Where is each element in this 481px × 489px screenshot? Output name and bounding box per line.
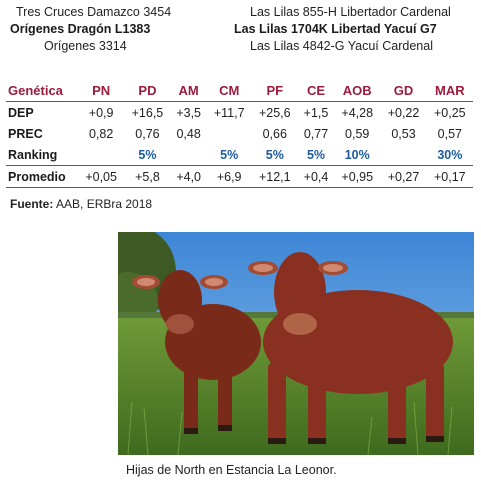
rank-cell: 30% [437,147,463,162]
header-cell: PN [78,80,125,102]
dam-dam: Las Lilas 4842-G Yacuí Cardenal [250,39,433,53]
table-cell: +11,7 [213,105,245,120]
header-cell: Genética [6,80,78,102]
row-label: Promedio [6,165,78,188]
source-note: Fuente: AAB, ERBra 2018 [10,197,152,211]
table-cell: 0,82 [88,126,114,141]
header-cell: CE [297,80,335,102]
table-cell: +4,0 [170,165,207,188]
table-header-row: Genética PN PD AM CM PF CE AOB GD MAR [6,80,473,102]
header-cell: AM [170,80,207,102]
dam: Las Lilas 1704K Libertad Yacuí G7 [234,22,437,36]
pedigree: Tres Cruces Damazco 3454 Las Lilas 855-H… [0,4,481,55]
table-cell: 0,59 [345,126,370,141]
rank-cell: 10% [344,147,370,162]
rank-cell: 5% [306,147,326,162]
table-cell: +0,22 [387,105,420,120]
table-cell: +6,9 [206,165,252,188]
table-cell: 0,53 [391,126,416,141]
table-cell: 0,76 [135,126,160,141]
sire: Orígenes Dragón L1383 [10,22,151,36]
rank-cell: 5% [138,147,157,162]
table-cell: +0,27 [380,165,427,188]
table-cell [207,123,252,144]
pedigree-row: Orígenes Dragón L1383 Las Lilas 1704K Li… [0,21,481,38]
cattle-photo [118,232,474,455]
table-cell: +4,28 [341,105,374,120]
rank-cell [171,144,207,166]
table-cell: +0,4 [297,165,335,188]
row-label: Ranking [8,147,58,162]
pedigree-row: Orígenes 3314 Las Lilas 4842-G Yacuí Car… [0,38,481,55]
genetics-table: Genética PN PD AM CM PF CE AOB GD MAR DE… [6,80,473,188]
table-cell: +25,6 [258,105,291,120]
table-cell: +1,5 [303,105,329,120]
table-cell: +5,8 [124,165,171,188]
table-row: DEP +0,9 +16,5 +3,5 +11,7 +25,6 +1,5 +4,… [6,102,473,124]
pedigree-row: Tres Cruces Damazco 3454 Las Lilas 855-H… [0,4,481,21]
table-cell: +3,5 [176,105,201,120]
header-cell: MAR [426,80,473,102]
sire-sire: Tres Cruces Damazco 3454 [16,5,172,19]
table-cell: 0,48 [176,126,201,141]
table-cell: +0,17 [426,165,473,188]
photo-caption: Hijas de North en Estancia La Leonor. [126,463,337,477]
table-cell: 0,57 [437,126,462,141]
table-cell: +0,95 [334,165,381,188]
table-cell: +0,05 [78,165,125,188]
table-cell: 0,77 [303,126,329,141]
table-row: PREC 0,82 0,76 0,48 0,66 0,77 0,59 0,53 … [6,123,473,144]
header-cell: AOB [334,80,381,102]
header-cell: PD [124,80,171,102]
rank-cell [78,144,124,166]
table-row-average: Promedio +0,05 +5,8 +4,0 +6,9 +12,1 +0,4… [6,165,473,188]
sire-dam: Orígenes 3314 [44,39,127,53]
header-cell: GD [380,80,427,102]
table-cell: +0,9 [88,105,114,120]
header-cell: PF [251,80,298,102]
table-cell: 0,66 [262,126,287,141]
row-label: PREC [8,126,43,141]
source-text: AAB, ERBra 2018 [53,197,153,211]
rank-cell: 5% [220,147,239,162]
source-label: Fuente: [10,197,54,211]
row-label: DEP [8,105,34,120]
table-cell: +12,1 [251,165,298,188]
rank-cell [380,144,426,166]
header-cell: CM [206,80,252,102]
dam-sire: Las Lilas 855-H Libertador Cardenal [250,5,451,19]
table-cell: +0,25 [434,105,466,120]
table-cell: +16,5 [131,105,164,120]
rank-cell: 5% [265,147,284,162]
table-row: Ranking 5% 5% 5% 5% 10% 30% [6,144,473,166]
